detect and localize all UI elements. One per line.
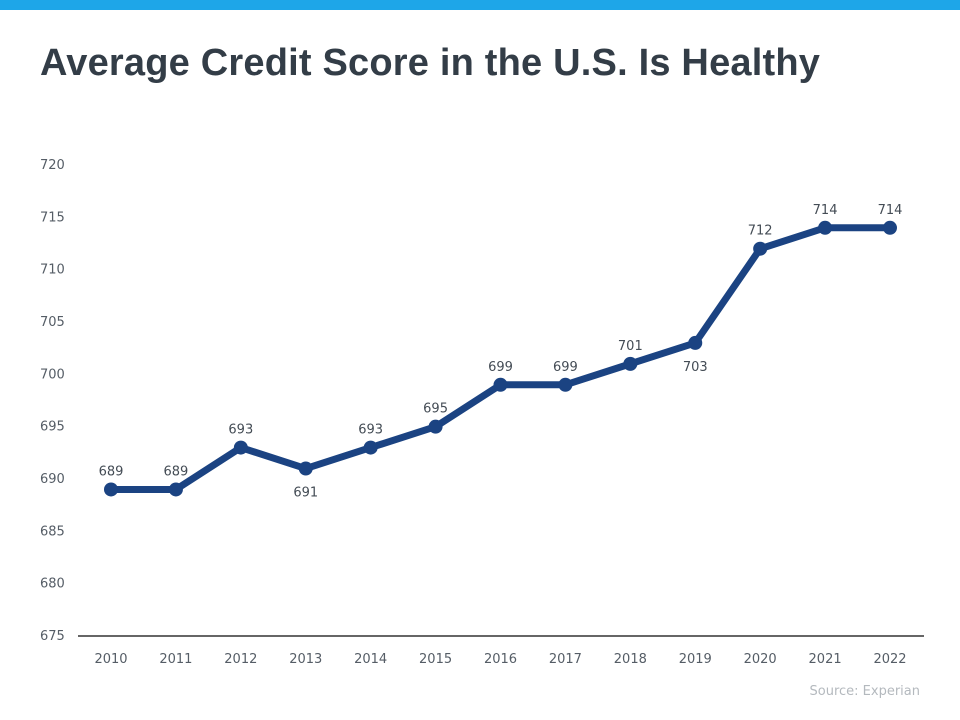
y-tick-label: 675: [40, 629, 65, 644]
data-point: [883, 220, 897, 235]
x-tick-label: 2016: [484, 652, 517, 667]
data-label: 699: [553, 360, 578, 375]
data-label: 689: [164, 464, 189, 479]
x-tick-label: 2021: [809, 652, 842, 667]
y-tick-label: 705: [40, 315, 65, 330]
data-label: 689: [99, 464, 124, 479]
y-tick-label: 710: [40, 263, 65, 278]
data-point: [428, 419, 443, 434]
data-point: [688, 335, 703, 350]
data-point: [168, 482, 183, 497]
x-tick-label: 2010: [94, 652, 127, 667]
x-tick-label: 2012: [224, 652, 257, 667]
x-axis-ticks: 2010 2011 2012 2013 2014 2015 2016 2017 2018 2019…: [94, 652, 906, 667]
y-tick-label: 700: [40, 367, 65, 382]
data-label: 714: [813, 203, 838, 218]
x-tick-label: 2022: [873, 652, 906, 667]
data-point: [363, 440, 378, 455]
data-label: 712: [748, 224, 773, 239]
y-tick-label: 685: [40, 524, 65, 539]
data-label: 691: [293, 486, 318, 501]
y-tick-label: 715: [40, 210, 65, 225]
y-axis-ticks: 675 680 685 690 695 700 705 710 715 720: [40, 158, 65, 644]
data-point: [623, 356, 638, 371]
y-tick-label: 695: [40, 420, 65, 435]
data-label: 693: [358, 423, 383, 438]
data-point: [753, 241, 768, 256]
x-tick-label: 2011: [159, 652, 192, 667]
chart-title: Average Credit Score in the U.S. Is Heal…: [40, 42, 821, 84]
data-point: [493, 377, 508, 392]
x-tick-label: 2017: [549, 652, 582, 667]
series-line: [107, 224, 894, 493]
x-tick-label: 2015: [419, 652, 452, 667]
data-label: 703: [683, 360, 708, 375]
data-labels: 689 689 693 691 693 695 699 699 701 703 712 714 714: [99, 203, 903, 501]
y-tick-label: 690: [40, 472, 65, 487]
series-group: [104, 220, 897, 497]
data-point: [298, 461, 313, 476]
data-label: 701: [618, 339, 643, 354]
data-label: 699: [488, 360, 513, 375]
data-point: [233, 440, 248, 455]
data-label: 693: [228, 423, 253, 438]
y-tick-label: 720: [40, 158, 65, 173]
source-note: Source: Experian: [809, 684, 920, 699]
data-point: [818, 220, 833, 235]
y-tick-label: 680: [40, 577, 65, 592]
x-tick-label: 2019: [679, 652, 712, 667]
x-tick-label: 2013: [289, 652, 322, 667]
x-tick-label: 2018: [614, 652, 647, 667]
x-tick-label: 2014: [354, 652, 387, 667]
top-accent-bar: [0, 0, 960, 10]
data-point: [104, 482, 118, 497]
x-tick-label: 2020: [744, 652, 777, 667]
data-label: 714: [878, 203, 903, 218]
data-point: [558, 377, 573, 392]
data-label: 695: [423, 402, 448, 417]
